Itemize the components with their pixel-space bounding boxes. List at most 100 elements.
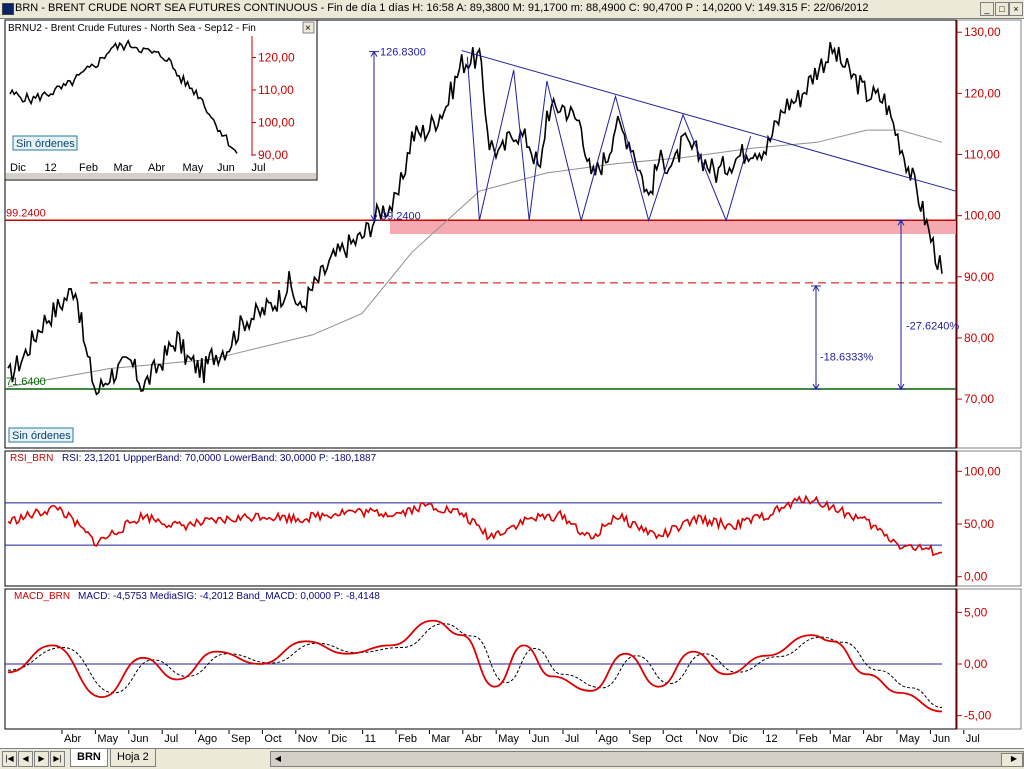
main-ytick-label-0: 130,00 xyxy=(964,25,1001,39)
inset-ytick-label-1: 110,00 xyxy=(258,83,294,97)
rsi-ytick-label-2: 0,00 xyxy=(964,570,988,584)
inset-orders-badge[interactable] xyxy=(12,135,78,151)
xtick-label-10: Feb xyxy=(398,733,417,745)
prev-sheet-icon[interactable]: ◀ xyxy=(18,751,33,767)
xtick-label-0: Abr xyxy=(64,733,81,745)
peak-label: 126.8300 xyxy=(380,47,426,59)
main-ytick-label-2: 110,00 xyxy=(964,148,1000,162)
xtick-label-15: Jul xyxy=(565,733,579,745)
scroll-right-icon[interactable]: ▶ xyxy=(1010,754,1018,763)
inset-xtick-label-3: Mar xyxy=(114,162,133,174)
title-bar[interactable]: BRN - BRENT CRUDE NORT SEA FUTURES CONTI… xyxy=(0,0,1024,19)
inset-xtick-label-7: Jul xyxy=(252,162,266,174)
drop-large-label: -27.6240% xyxy=(906,321,959,333)
rsi-yaxis-frame xyxy=(956,450,1022,587)
inset-orders-label: Sin órdenes xyxy=(16,138,75,150)
xtick-label-19: Nov xyxy=(699,733,719,745)
inset-panel[interactable] xyxy=(4,19,318,181)
app-icon xyxy=(2,3,14,15)
triangle-zigzag xyxy=(466,56,752,223)
moving-average-line xyxy=(7,129,943,388)
inset-x-axis: Dic 12 Feb Mar Abr May Jun Jul xyxy=(10,162,266,174)
close-icon[interactable]: × xyxy=(1009,2,1023,16)
xtick-label-23: Mar xyxy=(832,733,851,745)
xtick-label-1: May xyxy=(97,733,118,745)
xtick-label-13: May xyxy=(498,733,519,745)
inset-scrollbar[interactable] xyxy=(6,173,316,179)
inset-xtick-label-1: 12 xyxy=(45,162,57,174)
macd-y-axis: 5,00 0,00 -5,00 xyxy=(956,589,992,729)
macd-ytick-label-1: 0,00 xyxy=(964,657,988,671)
rsi-y-axis: 100,00 50,00 0,00 xyxy=(956,451,1001,586)
xtick-label-21: 12 xyxy=(765,733,777,745)
tab-brn[interactable]: BRN xyxy=(70,749,108,767)
rsi-legend-name: RSI_BRN xyxy=(10,453,53,464)
xtick-label-11: Mar xyxy=(431,733,450,745)
xtick-label-25: May xyxy=(899,733,920,745)
inset-title-bar xyxy=(6,21,316,35)
xtick-label-6: Oct xyxy=(264,733,281,745)
xtick-label-3: Jul xyxy=(164,733,178,745)
xtick-label-16: Ago xyxy=(598,733,618,745)
main-orders-badge[interactable] xyxy=(8,427,74,443)
scroll-left-icon[interactable]: ◀ xyxy=(274,754,282,763)
support-value-label: 71.6400 xyxy=(6,376,46,388)
inset-close-icon[interactable] xyxy=(302,21,315,34)
sheet-tab-bar: |◀ ◀ ▶ ▶| BRN Hoja 2 ◀ ▶ xyxy=(0,748,1024,769)
xtick-label-4: Ago xyxy=(198,733,218,745)
xtick-label-18: Oct xyxy=(665,733,682,745)
inset-title: BRNU2 - Brent Crude Futures - North Sea … xyxy=(8,23,256,34)
xtick-label-22: Feb xyxy=(799,733,818,745)
xtick-label-8: Dic xyxy=(331,733,347,745)
xtick-label-26: Jun xyxy=(932,733,950,745)
tab-hoja-2[interactable]: Hoja 2 xyxy=(110,749,156,767)
drop-small-label: -18.6333% xyxy=(820,351,873,363)
measure-arrows xyxy=(369,50,906,391)
start-label: 99.2400 xyxy=(381,210,421,222)
xtick-label-2: Jun xyxy=(131,733,149,745)
first-sheet-icon[interactable]: |◀ xyxy=(2,751,17,767)
main-orders-label: Sin órdenes xyxy=(12,430,71,442)
macd-panel-frame xyxy=(4,588,957,730)
rsi-ytick-label-0: 100,00 xyxy=(964,464,1001,478)
xtick-label-12: Abr xyxy=(465,733,482,745)
inset-xtick-label-6: Jun xyxy=(217,162,235,174)
maximize-icon[interactable]: □ xyxy=(995,2,1009,16)
macd-yaxis-frame xyxy=(956,588,1022,730)
scroll-thumb[interactable] xyxy=(1001,753,1023,767)
xtick-label-9: 11 xyxy=(365,733,376,745)
xtick-label-5: Sep xyxy=(231,733,251,745)
descending-trendline xyxy=(461,50,957,192)
rsi-ytick-label-1: 50,00 xyxy=(964,517,994,531)
window-title: BRN - BRENT CRUDE NORT SEA FUTURES CONTI… xyxy=(15,2,869,14)
inset-xtick-label-2: Feb xyxy=(79,162,98,174)
x-axis-strip xyxy=(5,730,1021,747)
x-axis: Abr May Jun Jul Ago Sep Oct Nov Dic 11 Feb Mar Abr Ma… xyxy=(61,730,980,745)
resistance-value-label: 99.2400 xyxy=(6,207,46,219)
macd-ytick-label-0: 5,00 xyxy=(964,605,988,619)
chart-area[interactable]: 130,00120,00110,00100,0090,0080,0070,00 … xyxy=(0,18,1024,748)
resistance-zone xyxy=(390,220,956,234)
inset-price-line xyxy=(9,38,238,154)
main-yaxis-frame xyxy=(956,19,1022,449)
inset-ytick-label-2: 100,00 xyxy=(258,116,295,130)
main-ytick-label-3: 100,00 xyxy=(964,209,1001,223)
xtick-label-20: Dic xyxy=(732,733,748,745)
last-sheet-icon[interactable]: ▶| xyxy=(50,751,65,767)
inset-close-glyph: × xyxy=(305,23,311,34)
inset-xtick-label-4: Abr xyxy=(148,162,165,174)
minimize-icon[interactable]: _ xyxy=(980,2,994,16)
inset-y-axis: 120,00 110,00 100,00 90,00 xyxy=(252,51,295,162)
main-y-axis: 130,00 120,00 110,00 100,00 90,00 80,00 70,00 xyxy=(956,20,1001,448)
main-ytick-label-4: 90,00 xyxy=(964,270,994,284)
inset-xtick-label-0: Dic xyxy=(10,162,26,174)
inset-ytick-label-0: 120,00 xyxy=(258,51,295,65)
next-sheet-icon[interactable]: ▶ xyxy=(34,751,49,767)
macd-ytick-label-2: -5,00 xyxy=(964,709,992,723)
main-ytick-label-1: 120,00 xyxy=(964,86,1001,100)
main-ytick-label-6: 70,00 xyxy=(964,392,994,406)
horizontal-scrollbar[interactable]: ◀ ▶ xyxy=(270,751,1024,767)
inset-xtick-label-5: May xyxy=(183,162,204,174)
macd-line xyxy=(7,619,943,713)
